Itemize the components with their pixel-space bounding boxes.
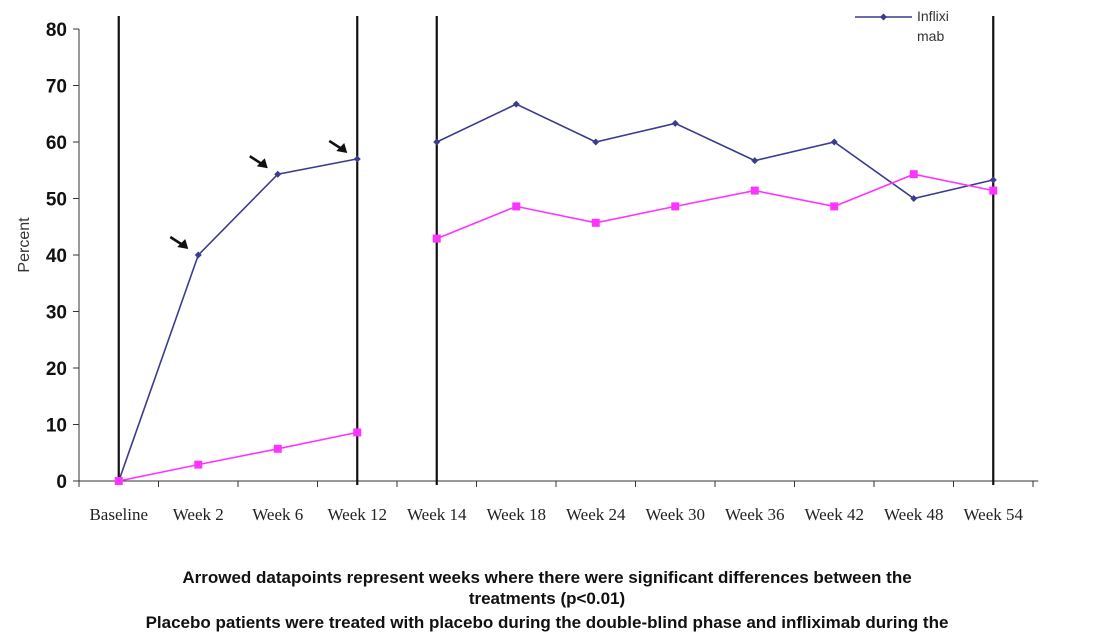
y-tick-label: 20 [46, 359, 67, 380]
x-tick-label: Baseline [89, 505, 148, 524]
x-tick-label: Week 54 [963, 505, 1023, 524]
chart-axes: 0 10 20 30 40 50 60 70 80 Baseline Week 2 Week 6 Wee… [16, 20, 1039, 524]
series-line [436, 103, 994, 200]
x-tick-label: Week 2 [173, 505, 224, 524]
y-tick-label: 0 [56, 472, 67, 493]
y-tick-label: 10 [46, 416, 67, 437]
x-tick-label: Week 24 [566, 505, 626, 524]
legend-label: Inflixi [917, 8, 949, 24]
caption-line-2: treatments (p<0.01) [468, 589, 626, 608]
data-point [591, 218, 600, 227]
data-point [114, 477, 123, 485]
y-tick-label: 30 [46, 303, 67, 324]
data-point [909, 170, 918, 179]
data-point [273, 444, 282, 453]
x-tick-label: Week 48 [884, 505, 944, 524]
data-point [671, 202, 680, 211]
series-infliximab [115, 100, 997, 485]
x-tick-label: Week 12 [327, 505, 387, 524]
data-point [432, 234, 441, 243]
x-tick-label: Week 42 [804, 505, 864, 524]
data-point [989, 176, 997, 184]
data-point [989, 186, 998, 195]
arrow-head [256, 158, 268, 169]
series-line [118, 158, 358, 482]
chart-legend: Inflixi mab [855, 8, 949, 44]
phase-dividers [117, 16, 995, 485]
significance-arrow [169, 235, 189, 249]
legend-label: mab [917, 28, 944, 44]
data-point [274, 170, 282, 178]
data-point [353, 155, 361, 163]
line-chart: 0 10 20 30 40 50 60 70 80 Baseline Week 2 Week 6 Wee… [16, 8, 1039, 524]
data-point [433, 138, 441, 146]
significance-arrow [249, 155, 268, 169]
x-tick-label: Week 6 [252, 505, 303, 524]
legend-marker [880, 13, 887, 21]
chart-series [114, 100, 998, 485]
data-point [751, 157, 759, 165]
x-tick-label: Week 30 [645, 505, 705, 524]
data-point [830, 202, 839, 211]
data-point [910, 195, 918, 202]
arrow-head [336, 142, 348, 153]
data-point [671, 119, 679, 127]
significance-arrow [328, 139, 348, 153]
data-point [353, 428, 362, 437]
y-tick-label: 70 [46, 77, 67, 98]
caption-line-1: Arrowed datapoints represent weeks where… [182, 568, 912, 587]
y-tick-label: 60 [46, 133, 67, 154]
significance-arrows [169, 139, 348, 249]
data-point [750, 186, 759, 195]
data-point [194, 251, 202, 259]
x-tick-label: Week 36 [725, 505, 785, 524]
x-tick-label: Week 14 [407, 505, 467, 524]
y-tick-label: 80 [46, 20, 67, 41]
data-point [512, 100, 520, 108]
y-tick-label: 50 [46, 190, 67, 211]
x-tick-label: Week 18 [486, 505, 546, 524]
data-point [512, 202, 521, 211]
data-point [592, 138, 600, 146]
series-line [436, 173, 994, 240]
series-placebo [114, 170, 998, 485]
y-axis-label: Percent [16, 217, 33, 273]
caption-line-3: Placebo patients were treated with place… [145, 613, 949, 632]
series-line [118, 431, 358, 482]
data-point [830, 138, 838, 146]
arrow-head [177, 239, 189, 249]
data-point [194, 460, 203, 469]
y-tick-label: 40 [46, 246, 67, 267]
